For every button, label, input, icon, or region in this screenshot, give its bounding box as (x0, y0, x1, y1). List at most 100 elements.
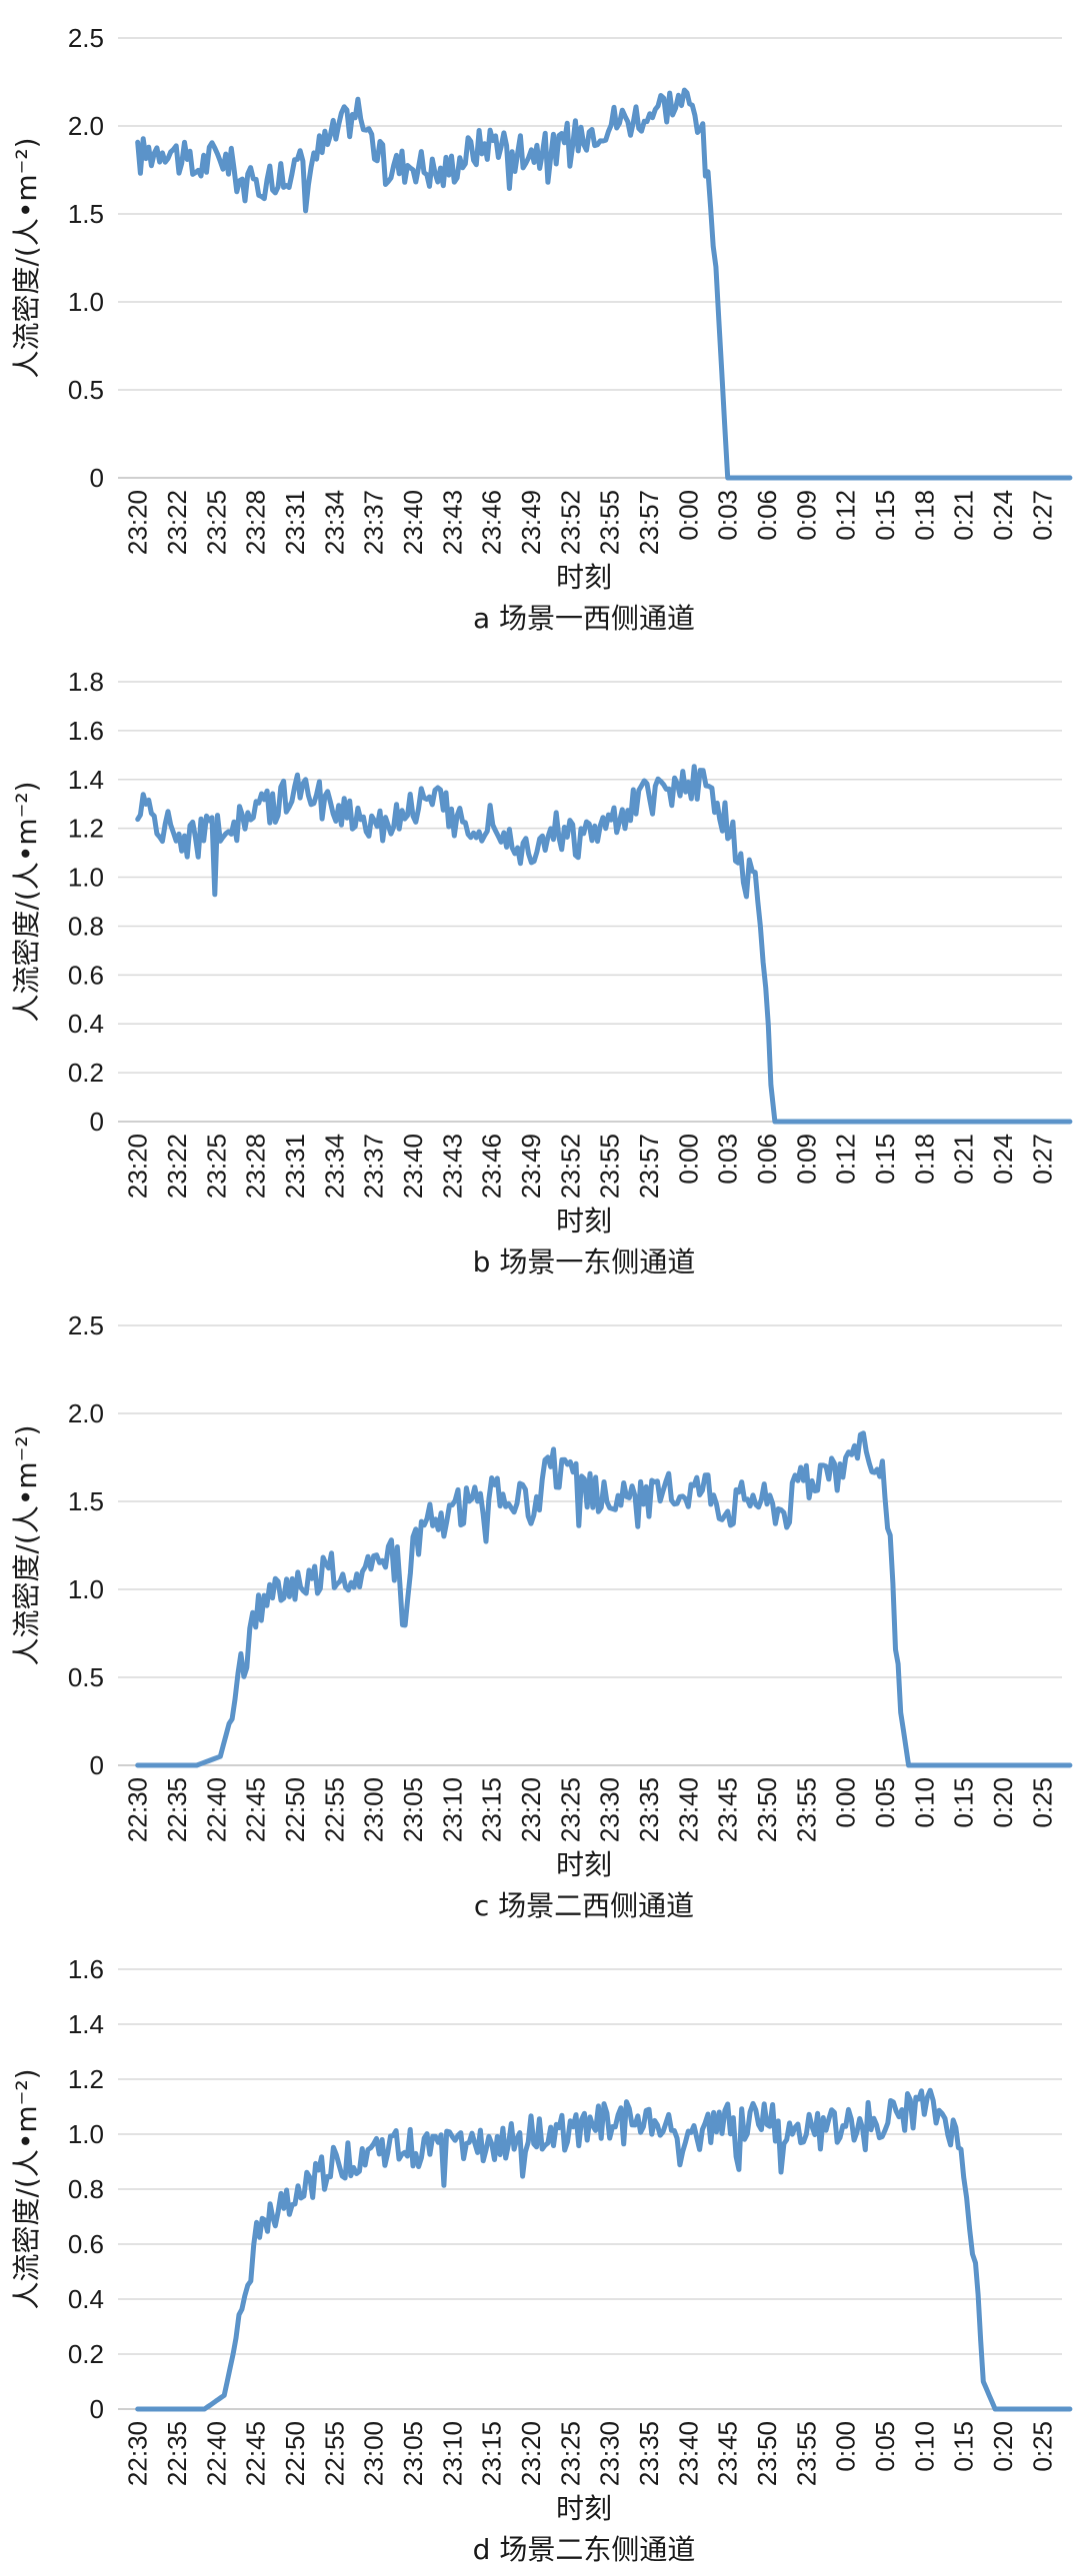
x-tick-label: 23:40 (673, 2421, 703, 2486)
chart-panel-c: 0 0.5 1.0 1.5 2.0 2.5 22:30 22:35 22:40 22:45 22:5… (0, 1288, 1080, 1931)
x-tick-label: 23:10 (437, 1777, 467, 1842)
y-tick-label: 1.0 (68, 2119, 104, 2149)
y-tick-label: 2.5 (68, 23, 104, 53)
x-tick-label: 23:05 (398, 1777, 428, 1842)
chart-caption: d 场景二东侧通道 (473, 2533, 696, 2566)
chart-panel-b: 0 0.2 0.4 0.6 0.8 1.0 1.2 1.4 1.6 1.8 23:20 23:22 23… (0, 644, 1080, 1288)
x-tick-label: 23:52 (555, 1134, 585, 1199)
y-axis-title: 人流密度/(人•m⁻²) (10, 137, 43, 378)
chart-caption: a 场景一西侧通道 (473, 602, 695, 635)
x-tick-label: 23:10 (437, 2421, 467, 2486)
y-tick-label: 1.2 (68, 2064, 104, 2094)
chart-c: 0 0.5 1.0 1.5 2.0 2.5 22:30 22:35 22:40 22:45 22:5… (10, 1310, 1073, 1922)
x-tick-label: 23:55 (791, 1777, 821, 1842)
x-tick-label: 0:10 (909, 1777, 939, 1828)
x-tick-label: 22:55 (319, 2421, 349, 2486)
x-tick-label: 23:35 (634, 2421, 664, 2486)
series-line (135, 764, 1073, 1125)
chart-b: 0 0.2 0.4 0.6 0.8 1.0 1.2 1.4 1.6 1.8 23:20 23:22 23… (10, 667, 1073, 1279)
y-tick-label: 1.6 (68, 716, 104, 746)
x-tick-label: 23:20 (123, 490, 153, 555)
x-tick-label: 23:22 (162, 1134, 192, 1199)
x-tick-label: 22:40 (201, 1777, 231, 1842)
x-tick-label: 0:09 (791, 490, 821, 541)
x-tick-label: 0:27 (1027, 1134, 1057, 1185)
x-tick-label: 23:40 (398, 490, 428, 555)
x-tick-label: 23:49 (516, 490, 546, 555)
x-tick-label: 23:28 (241, 1134, 271, 1199)
y-tick-label: 2.5 (68, 1310, 104, 1340)
x-tick-label: 0:24 (988, 490, 1018, 541)
x-tick-label: 0:18 (909, 490, 939, 541)
x-tick-label: 23:57 (634, 490, 664, 555)
x-tick-label: 23:43 (437, 1134, 467, 1199)
chart-caption: b 场景一东侧通道 (473, 1246, 696, 1279)
x-tick-label: 0:15 (949, 2421, 979, 2472)
x-tick-label: 0:00 (831, 2421, 861, 2472)
x-tick-label: 23:45 (713, 1777, 743, 1842)
x-tick-label: 23:15 (477, 1777, 507, 1842)
x-tick-label: 23:28 (241, 490, 271, 555)
y-tick-label: 1.4 (68, 765, 104, 795)
x-tick-label: 0:00 (831, 1777, 861, 1828)
x-tick-label: 23:22 (162, 490, 192, 555)
x-tick-label: 23:50 (752, 1777, 782, 1842)
x-tick-label: 23:34 (319, 1134, 349, 1199)
x-tick-label: 0:06 (752, 490, 782, 541)
x-tick-label: 0:05 (870, 1777, 900, 1828)
x-tick-label: 23:55 (791, 2421, 821, 2486)
x-tick-label: 23:40 (398, 1134, 428, 1199)
y-tick-label: 1.0 (68, 1574, 104, 1604)
series-line (135, 2087, 1073, 2412)
x-axis-title: 时刻 (556, 561, 612, 594)
x-tick-label: 22:45 (241, 2421, 271, 2486)
y-tick-label: 0.2 (68, 2339, 104, 2369)
chart-d: 0 0.2 0.4 0.6 0.8 1.0 1.2 1.4 1.6 22:30 22:35 22:40… (10, 1954, 1073, 2566)
x-tick-label: 0:21 (949, 490, 979, 541)
y-axis-title: 人流密度/(人•m⁻²) (10, 2068, 43, 2309)
x-tick-label: 0:24 (988, 1134, 1018, 1185)
y-tick-label: 2.0 (68, 1398, 104, 1428)
x-axis-title: 时刻 (556, 1205, 612, 1238)
x-tick-label: 0:20 (988, 1777, 1018, 1828)
x-tick-label: 22:50 (280, 1777, 310, 1842)
x-tick-label: 0:03 (713, 1134, 743, 1185)
x-tick-label: 22:45 (241, 1777, 271, 1842)
x-tick-label: 0:15 (949, 1777, 979, 1828)
x-tick-label: 23:20 (123, 1134, 153, 1199)
x-tick-label: 23:20 (516, 2421, 546, 2486)
x-tick-label: 23:43 (437, 490, 467, 555)
x-tick-label: 0:15 (870, 1134, 900, 1185)
x-tick-label: 23:37 (359, 1134, 389, 1199)
y-tick-label: 0.5 (68, 1662, 104, 1692)
y-tick-label: 0.5 (68, 375, 104, 405)
x-tick-label: 0:18 (909, 1134, 939, 1185)
x-tick-label: 0:15 (870, 490, 900, 541)
y-tick-label: 0.4 (68, 1009, 104, 1039)
x-tick-label: 0:12 (831, 490, 861, 541)
x-tick-label: 23:35 (634, 1777, 664, 1842)
series-line (135, 87, 1073, 481)
x-tick-label: 23:25 (201, 1134, 231, 1199)
x-tick-label: 23:31 (280, 490, 310, 555)
chart-caption: c 场景二西侧通道 (474, 1889, 694, 1922)
y-tick-label: 1.5 (68, 199, 104, 229)
chart-panel-a: 0 0.5 1.0 1.5 2.0 2.5 23:20 23:22 23:25 23:28 23:3… (0, 0, 1080, 644)
x-tick-label: 0:09 (791, 1134, 821, 1185)
x-tick-label: 0:20 (988, 2421, 1018, 2472)
y-tick-label: 0.6 (68, 960, 104, 990)
x-tick-label: 23:20 (516, 1777, 546, 1842)
x-tick-label: 23:34 (319, 490, 349, 555)
x-tick-label: 23:55 (595, 490, 625, 555)
x-tick-label: 23:25 (555, 2421, 585, 2486)
x-tick-label: 0:06 (752, 1134, 782, 1185)
x-tick-label: 22:40 (201, 2421, 231, 2486)
x-tick-label: 23:52 (555, 490, 585, 555)
y-tick-label: 0 (90, 1107, 104, 1137)
x-tick-label: 0:12 (831, 1134, 861, 1185)
x-tick-label: 23:45 (713, 2421, 743, 2486)
y-axis-title: 人流密度/(人•m⁻²) (10, 1424, 43, 1665)
x-tick-label: 23:57 (634, 1134, 664, 1199)
x-tick-label: 23:46 (477, 1134, 507, 1199)
x-tick-label: 0:25 (1027, 1777, 1057, 1828)
